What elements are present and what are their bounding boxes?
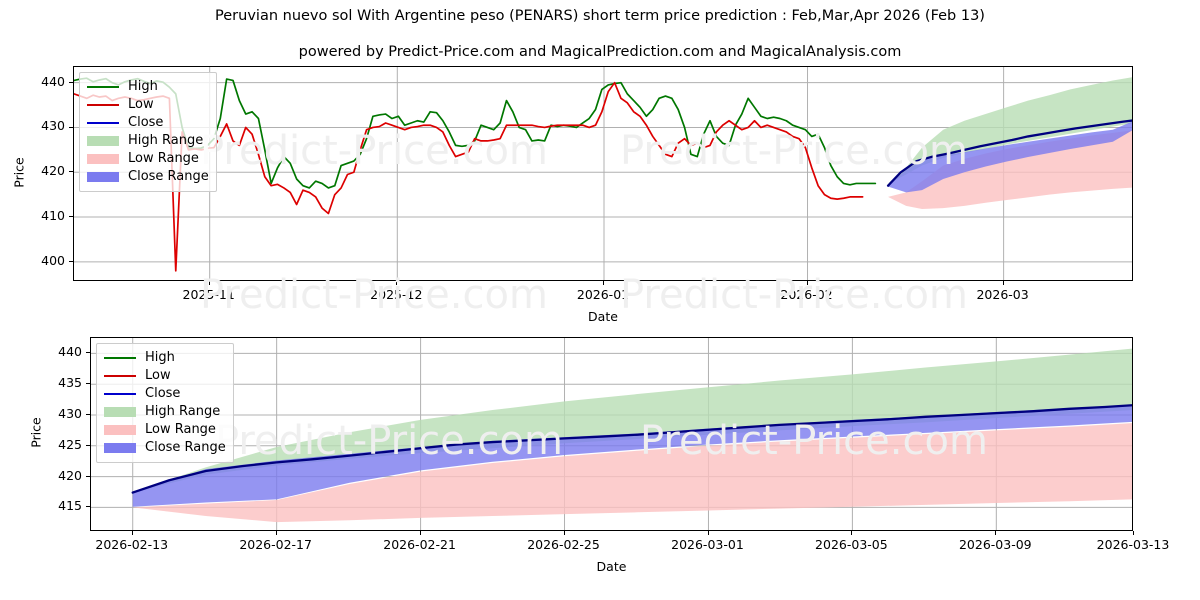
bottom-x-tick-label: 2026-03-05 xyxy=(815,537,888,552)
legend-item-low-range[interactable]: Low Range xyxy=(103,421,226,439)
legend-swatch-patch-icon xyxy=(86,134,120,148)
legend-item-label: Close Range xyxy=(145,440,226,455)
legend-swatch-line-icon xyxy=(86,98,120,112)
legend-item-label: Low Range xyxy=(128,151,199,166)
bottom-x-axis-label: Date xyxy=(596,559,627,574)
bottom-x-tickmark xyxy=(1133,531,1134,535)
legend-swatch-patch-icon xyxy=(86,152,120,166)
bottom-y-tickmark xyxy=(86,414,90,415)
top-plot-canvas xyxy=(74,67,1132,280)
bottom-x-tick-label: 2026-02-25 xyxy=(527,537,600,552)
legend-swatch-line-icon xyxy=(86,116,120,130)
top-x-tick-label: 2025-12 xyxy=(370,287,423,302)
bottom-x-tickmark xyxy=(563,531,565,535)
top-y-tickmark xyxy=(69,81,73,83)
top-x-tickmark xyxy=(806,281,808,285)
bottom-x-tick-label: 2026-03-13 xyxy=(1096,537,1170,552)
top-x-tickmark xyxy=(208,281,210,285)
top-y-tickmark xyxy=(69,260,73,262)
bottom-y-tickmark xyxy=(86,383,90,385)
legend-item-label: Close Range xyxy=(128,169,209,184)
bottom-x-tickmark xyxy=(851,531,853,535)
legend-swatch-patch-icon xyxy=(86,170,120,184)
top-y-tick-label: 430 xyxy=(41,118,65,134)
top-y-tick-label: 440 xyxy=(41,73,65,89)
bottom-x-tickmark xyxy=(995,531,997,535)
legend-item-label: Low xyxy=(145,368,171,383)
bottom-y-tickmark xyxy=(86,352,90,354)
top-x-tick-label: 2026-02 xyxy=(780,287,833,302)
legend-item-close[interactable]: Close xyxy=(103,385,226,403)
top-x-tick-label: 2025-11 xyxy=(182,287,235,302)
legend-item-close-range[interactable]: Close Range xyxy=(86,168,209,186)
page-subtitle: powered by Predict-Price.com and Magical… xyxy=(298,44,902,60)
legend-swatch-patch-icon xyxy=(103,441,137,455)
page-title: Peruvian nuevo sol With Argentine peso (… xyxy=(215,8,985,24)
legend-swatch-line-icon xyxy=(103,387,137,401)
bottom-x-tick-label: 2026-02-13 xyxy=(95,537,169,552)
bottom-y-tickmark xyxy=(86,444,90,446)
bottom-y-tick-label: 415 xyxy=(58,498,82,514)
bottom-x-tickmark xyxy=(275,531,277,535)
top-x-tickmark xyxy=(603,281,604,285)
bottom-x-tick-label: 2026-03-01 xyxy=(671,537,744,552)
top-chart-legend: High Low Close High Range Low Range Close Ran… xyxy=(79,72,217,192)
legend-item-label: Low xyxy=(128,97,154,112)
top-x-tick-label: 2026-01 xyxy=(576,287,630,302)
legend-item-close[interactable]: Close xyxy=(86,114,209,132)
top-y-tickmark xyxy=(69,171,73,173)
top-x-tickmark xyxy=(1002,281,1004,285)
bottom-y-tick-label: 430 xyxy=(58,405,82,421)
bottom-chart-legend: High Low Close High Range Low Range Close Ran… xyxy=(96,343,234,463)
top-plot-area xyxy=(73,66,1133,281)
legend-item-label: Low Range xyxy=(145,422,216,437)
legend-item-high-range[interactable]: High Range xyxy=(103,403,226,421)
top-y-tickmark xyxy=(69,126,73,128)
legend-item-label: High Range xyxy=(145,404,221,419)
legend-swatch-patch-icon xyxy=(103,405,137,419)
bottom-y-tickmark xyxy=(86,475,90,477)
legend-item-label: High xyxy=(145,350,175,365)
top-x-axis-label: Date xyxy=(588,309,618,324)
legend-item-label: High Range xyxy=(128,133,204,148)
bottom-plot-canvas xyxy=(91,338,1132,530)
legend-swatch-line-icon xyxy=(103,351,137,365)
bottom-y-tick-label: 435 xyxy=(58,375,82,391)
bottom-x-tickmark xyxy=(707,531,709,535)
bottom-y-tick-label: 440 xyxy=(58,344,82,360)
legend-item-high-range[interactable]: High Range xyxy=(86,132,209,150)
legend-swatch-patch-icon xyxy=(103,423,137,437)
legend-item-close-range[interactable]: Close Range xyxy=(103,439,226,457)
top-y-tickmark xyxy=(69,216,73,218)
bottom-y-tick-label: 425 xyxy=(58,436,82,452)
legend-item-high[interactable]: High xyxy=(103,349,226,367)
bottom-x-tickmark xyxy=(131,531,133,535)
legend-item-label: High xyxy=(128,79,158,94)
top-y-tick-label: 420 xyxy=(41,163,65,179)
top-y-tick-label: 410 xyxy=(41,208,65,224)
top-x-tickmark xyxy=(396,281,398,285)
bottom-y-tick-label: 420 xyxy=(58,467,82,483)
bottom-y-tickmark xyxy=(86,506,90,508)
legend-item-label: Close xyxy=(145,386,181,401)
legend-swatch-line-icon xyxy=(103,369,137,383)
bottom-x-tickmark xyxy=(419,531,421,535)
legend-swatch-line-icon xyxy=(86,80,120,94)
legend-item-label: Close xyxy=(128,115,164,130)
legend-item-high[interactable]: High xyxy=(86,78,209,96)
bottom-x-tick-label: 2026-02-17 xyxy=(239,537,312,552)
legend-item-low-range[interactable]: Low Range xyxy=(86,150,209,168)
top-y-tick-label: 400 xyxy=(41,252,65,268)
top-x-tick-label: 2026-03 xyxy=(976,287,1029,302)
legend-item-low[interactable]: Low xyxy=(103,367,226,385)
legend-item-low[interactable]: Low xyxy=(86,96,209,114)
bottom-x-tick-label: 2026-03-09 xyxy=(958,537,1032,552)
bottom-plot-area xyxy=(90,337,1133,531)
bottom-x-tick-label: 2026-02-21 xyxy=(383,537,456,552)
